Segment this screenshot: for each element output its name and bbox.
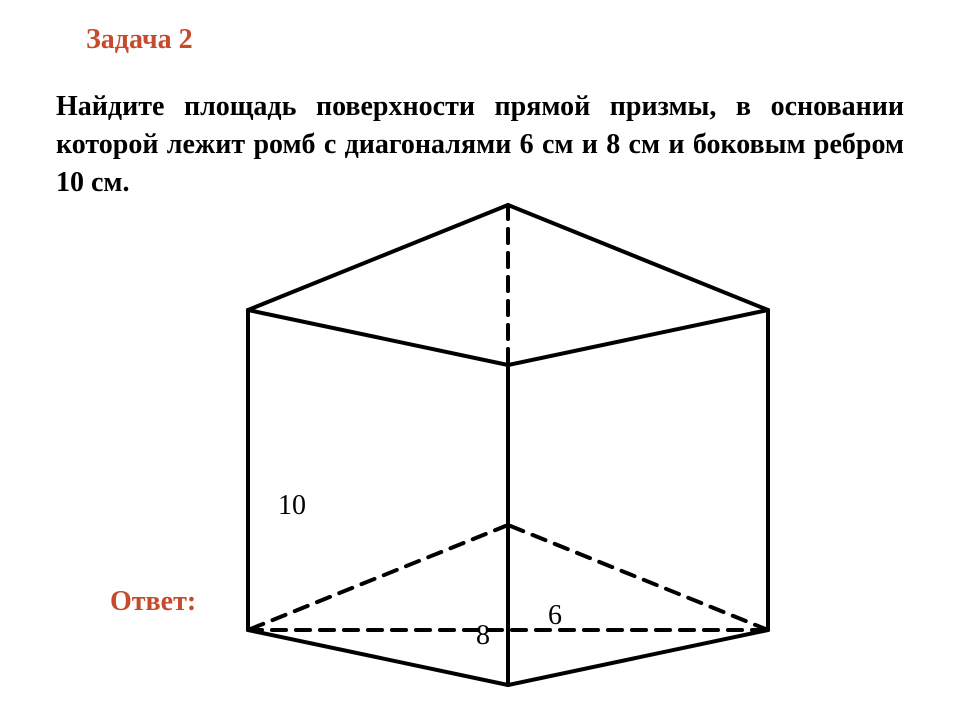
- prism-diagram: 10 8 6: [218, 190, 798, 705]
- edge-height-label: 10: [278, 490, 306, 522]
- answer-label: Ответ:: [110, 586, 196, 618]
- problem-title: Задача 2: [86, 24, 193, 56]
- problem-text: Найдите площадь поверхности прямой призм…: [56, 88, 904, 201]
- diagonal-8-label: 8: [476, 620, 490, 652]
- diagonal-6-label: 6: [548, 600, 562, 632]
